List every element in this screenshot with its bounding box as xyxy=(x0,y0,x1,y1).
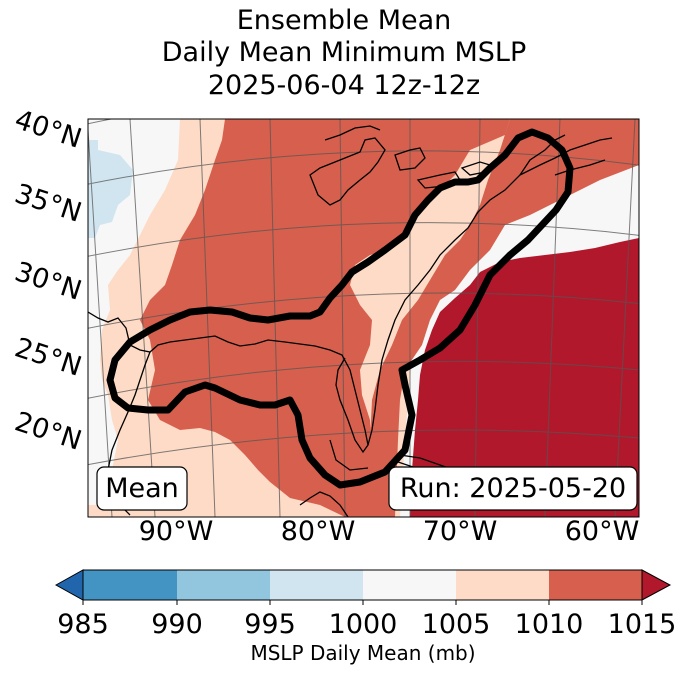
lat-label-40: 40°N xyxy=(11,104,85,155)
colorbar: 985 990 995 1000 1005 1010 1015 MSLP Dai… xyxy=(54,569,677,665)
map-area xyxy=(88,119,639,517)
colorbar-1010-1015 xyxy=(549,570,642,600)
lat-label-30: 30°N xyxy=(11,256,85,307)
field-1010-1015-east xyxy=(370,119,639,517)
colorbar-990-995 xyxy=(177,570,270,600)
colorbar-extend-high xyxy=(641,569,672,601)
title-line-3: 2025-06-04 12z-12z xyxy=(207,70,481,101)
run-label: Run: 2025-05-20 xyxy=(400,473,626,504)
lat-label-35: 35°N xyxy=(11,178,85,229)
colorbar-tick-985: 985 xyxy=(57,609,109,640)
graticule xyxy=(88,119,639,517)
lat-label-25: 25°N xyxy=(11,332,85,383)
colorbar-tick-995: 995 xyxy=(244,609,296,640)
colorbar-extend-low xyxy=(54,569,84,601)
colorbar-1005-1010 xyxy=(456,570,549,600)
lat-label-20: 20°N xyxy=(11,406,85,457)
colorbar-985-990 xyxy=(83,570,177,600)
colorbar-tick-990: 990 xyxy=(151,609,203,640)
contour-line xyxy=(106,128,574,489)
title-line-2: Daily Mean Minimum MSLP xyxy=(161,37,527,68)
field-1010-1015-west xyxy=(140,119,510,517)
lon-label-70: 70°W xyxy=(423,516,498,547)
colorbar-label: MSLP Daily Mean (mb) xyxy=(250,641,475,665)
colorbar-tick-1010: 1010 xyxy=(515,609,584,640)
field-995-1000 xyxy=(88,140,133,238)
title-line-1: Ensemble Mean xyxy=(236,5,452,36)
field-above-1015 xyxy=(410,238,639,517)
colorbar-tick-1000: 1000 xyxy=(329,609,398,640)
lon-label-60: 60°W xyxy=(565,516,640,547)
colorbar-995-1000 xyxy=(270,570,363,600)
lon-label-90: 90°W xyxy=(139,516,214,547)
colorbar-tick-1015: 1015 xyxy=(608,609,677,640)
map-frame xyxy=(87,118,640,518)
colorbar-tick-1005: 1005 xyxy=(422,609,491,640)
lon-label-80: 80°W xyxy=(281,516,356,547)
colorbar-1000-1005 xyxy=(363,570,456,600)
mean-box xyxy=(96,466,188,511)
run-box xyxy=(388,466,638,511)
mean-label: Mean xyxy=(105,473,179,504)
